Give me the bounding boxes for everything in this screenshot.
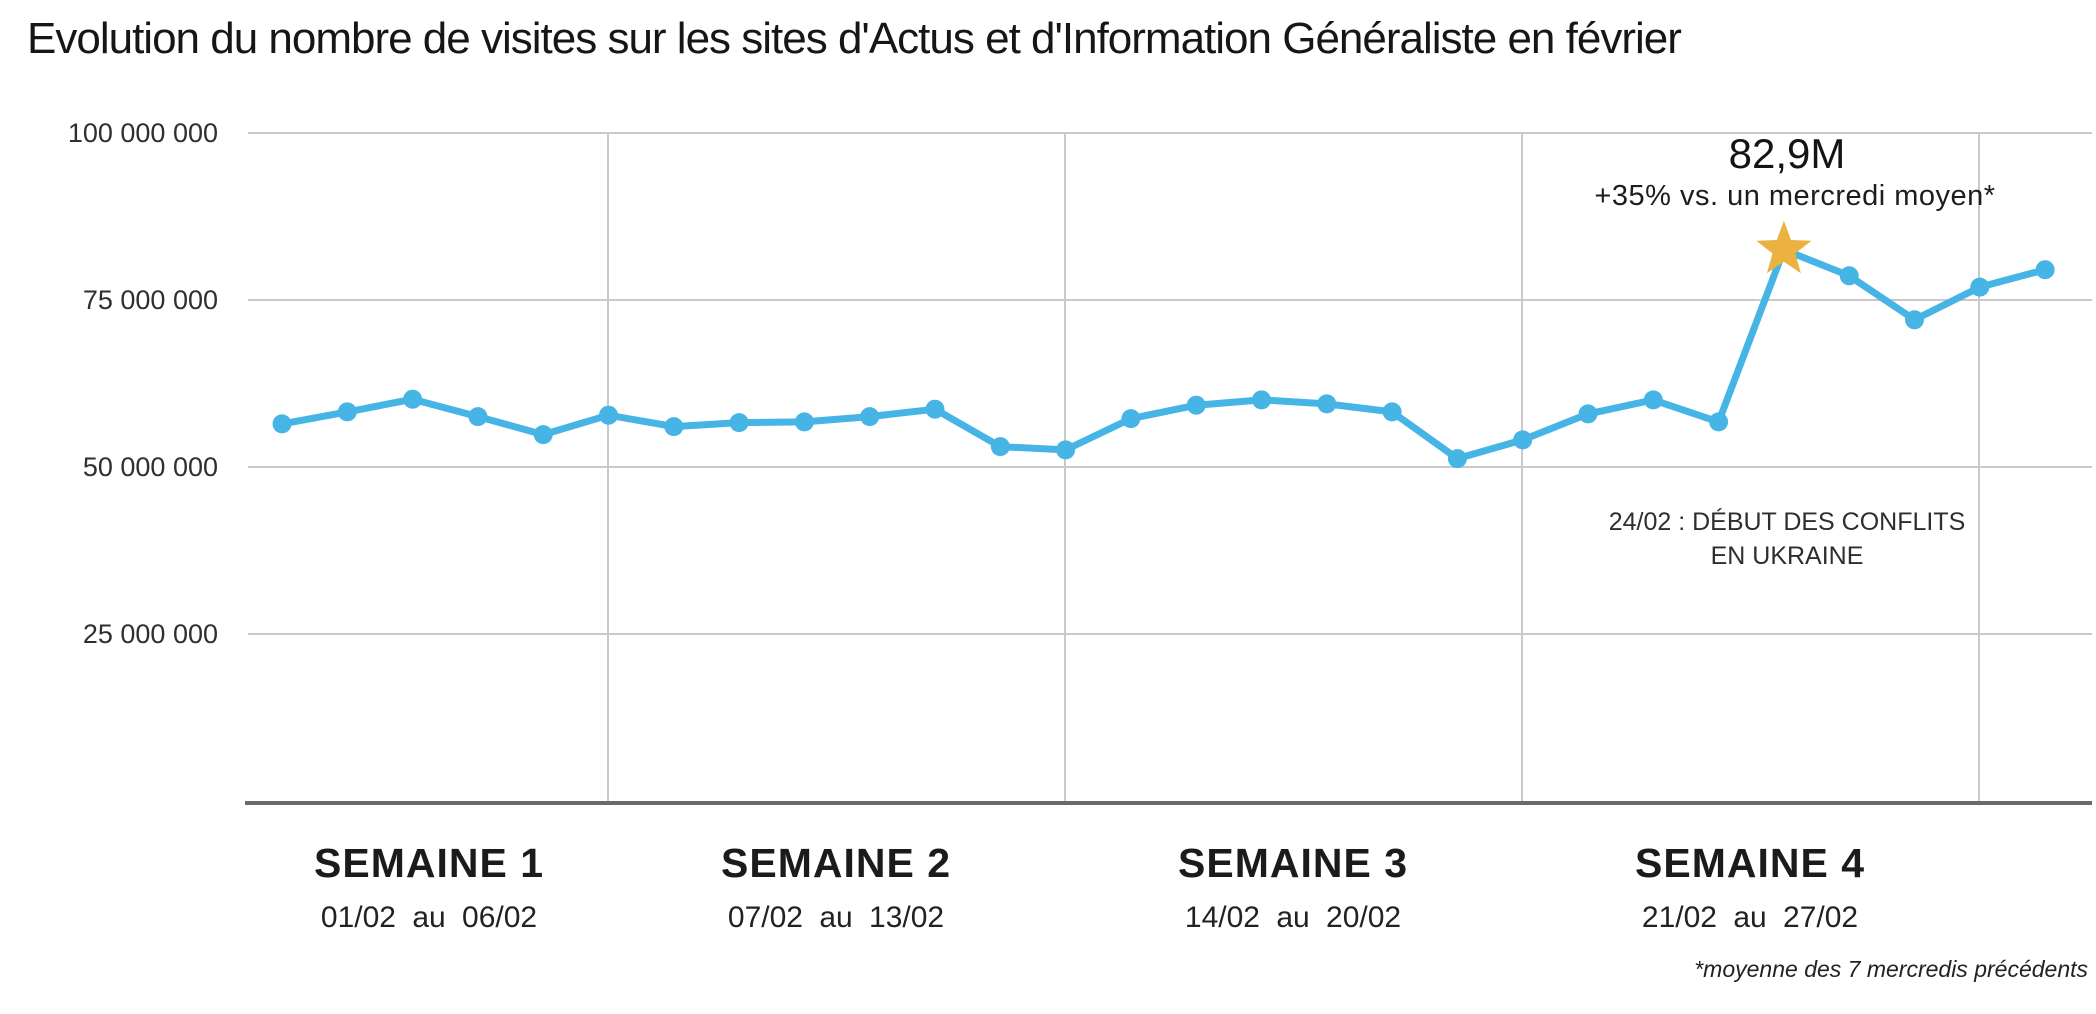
week-4-group: SEMAINE 4 21/02 au 27/02 xyxy=(1635,840,1865,935)
week-4-label: SEMAINE 4 xyxy=(1635,840,1865,886)
horizontal-gridlines xyxy=(248,132,2092,635)
y-axis-tick-label: 25 000 000 xyxy=(82,619,218,649)
week-1-group: SEMAINE 1 01/02 au 06/02 xyxy=(314,840,544,935)
week-4-range: 21/02 au 27/02 xyxy=(1641,901,1859,934)
data-point xyxy=(1709,412,1729,432)
data-point xyxy=(1513,430,1533,450)
footnote: *moyenne des 7 mercredis précédents xyxy=(1694,956,2088,982)
peak-star-icon xyxy=(1756,220,1812,274)
y-axis-tick-label: 75 000 000 xyxy=(82,285,218,315)
data-point xyxy=(794,412,814,432)
event-annotation-line1: 24/02 : DÉBUT DES CONFLITS xyxy=(1608,508,1966,536)
peak-percentage-label: +35% vs. un mercredi moyen* xyxy=(1594,180,1996,212)
vertical-gridlines xyxy=(607,133,1980,803)
chart-title: Evolution du nombre de visites sur les s… xyxy=(27,14,1682,63)
data-point xyxy=(664,417,684,437)
data-points xyxy=(272,260,2055,469)
data-point xyxy=(1186,395,1206,415)
data-point xyxy=(1905,310,1924,330)
week-3-group: SEMAINE 3 14/02 au 20/02 xyxy=(1178,840,1408,935)
peak-value-label: 82,9M xyxy=(1728,130,1846,177)
y-axis-tick-label: 50 000 000 xyxy=(82,452,218,482)
week-2-label: SEMAINE 2 xyxy=(721,840,951,886)
week-1-label: SEMAINE 1 xyxy=(314,840,544,886)
event-annotation: 24/02 : DÉBUT DES CONFLITS EN UKRAINE xyxy=(1609,505,1966,573)
visits-line xyxy=(278,246,2049,463)
data-point xyxy=(1252,390,1271,410)
data-point xyxy=(860,407,880,427)
y-axis-tick-label: 100 000 000 xyxy=(67,118,218,148)
week-2-range: 07/02 au 13/02 xyxy=(727,901,945,934)
week-3-range: 14/02 au 20/02 xyxy=(1184,901,1402,934)
week-2-group: SEMAINE 2 07/02 au 13/02 xyxy=(721,840,951,935)
data-point xyxy=(1447,449,1467,469)
data-point xyxy=(729,413,749,433)
data-point xyxy=(403,389,423,409)
data-point xyxy=(468,407,488,427)
data-point xyxy=(533,425,553,445)
data-point xyxy=(1056,440,1076,460)
data-point xyxy=(990,437,1010,457)
data-point xyxy=(1970,277,1990,297)
data-point xyxy=(1643,390,1663,410)
data-point xyxy=(1382,402,1402,422)
data-point xyxy=(599,405,618,425)
week-1-range: 01/02 au 06/02 xyxy=(320,901,538,934)
data-point xyxy=(925,399,945,419)
data-point xyxy=(2035,260,2055,280)
data-point xyxy=(337,402,357,422)
week-3-label: SEMAINE 3 xyxy=(1178,840,1408,886)
data-point xyxy=(1578,404,1598,424)
data-point xyxy=(1317,394,1337,414)
event-annotation-line2: EN UKRAINE xyxy=(1710,542,1864,570)
data-point xyxy=(1121,409,1141,429)
data-point xyxy=(1839,266,1859,286)
data-point xyxy=(272,414,292,434)
